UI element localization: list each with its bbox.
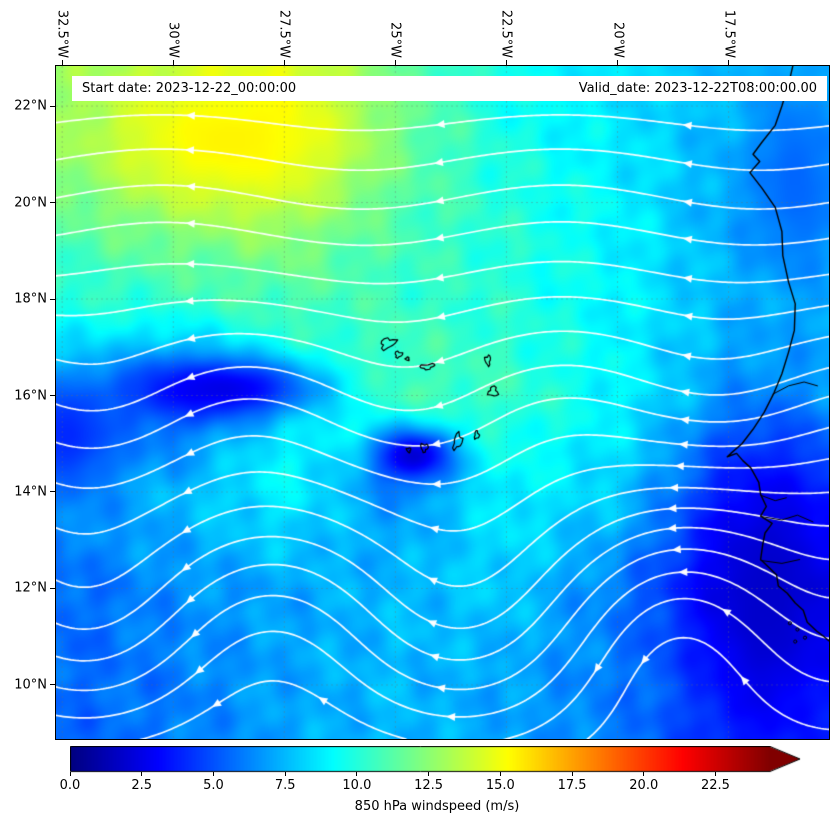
- x-tick-label: 22.5°W: [498, 9, 514, 59]
- x-tick-mark: [283, 60, 285, 65]
- colorbar-tick-label: 5.0: [203, 778, 224, 793]
- y-tick-mark: [50, 395, 55, 396]
- x-tick-label: 27.5°W: [276, 9, 292, 59]
- y-tick-mark: [50, 105, 55, 107]
- colorbar-tick-mark: [356, 772, 358, 776]
- colorbar-tick-label: 15.0: [485, 778, 515, 793]
- colorbar-tick-label: 22.5: [701, 778, 730, 793]
- colorbar-tick-mark: [69, 772, 71, 776]
- colorbar-tick-mark: [571, 772, 573, 776]
- windspeed-map-canvas: [56, 66, 829, 739]
- x-tick-mark: [394, 60, 396, 65]
- colorbar-tick-mark: [212, 772, 214, 776]
- colorbar-tick-mark: [643, 772, 645, 776]
- x-tick-label: 32.5°W: [54, 9, 70, 59]
- y-tick-label: 16°N: [14, 388, 47, 403]
- y-tick-mark: [50, 298, 55, 300]
- x-tick-mark: [728, 60, 730, 65]
- colorbar-tick-mark: [499, 772, 501, 776]
- y-tick-label: 22°N: [14, 98, 47, 114]
- y-tick-mark: [50, 587, 55, 589]
- y-tick-mark: [50, 202, 55, 204]
- y-tick-label: 18°N: [14, 291, 47, 307]
- x-tick-label: 30°W: [165, 22, 181, 58]
- colorbar-tick-label: 0.0: [59, 778, 81, 793]
- colorbar: [70, 746, 804, 773]
- colorbar-tick-mark: [284, 772, 286, 776]
- y-tick-label: 14°N: [14, 484, 47, 500]
- x-tick-label: 17.5°W: [721, 9, 737, 59]
- colorbar-tick-label: 17.5: [557, 778, 587, 793]
- x-tick-label: 20°W: [610, 22, 626, 58]
- x-tick-label: 25°W: [387, 22, 403, 58]
- colorbar-tick-label: 20.0: [629, 778, 659, 793]
- y-tick-label: 12°N: [14, 580, 47, 596]
- valid-date-text: Valid_date: 2023-12-22T08:00:00.00: [578, 81, 817, 96]
- colorbar-tick-mark: [428, 772, 430, 776]
- colorbar-tick-label: 2.5: [131, 778, 153, 793]
- x-tick-mark: [172, 60, 174, 65]
- x-tick-mark: [505, 60, 507, 65]
- colorbar-tick-mark: [714, 772, 716, 776]
- y-tick-mark: [50, 684, 55, 686]
- x-tick-mark: [617, 60, 619, 65]
- y-tick-label: 10°N: [14, 677, 47, 693]
- colorbar-tick-label: 10.0: [342, 778, 372, 793]
- y-tick-label: 20°N: [14, 195, 47, 211]
- colorbar-tick-mark: [141, 772, 143, 776]
- map-plot-area: Start date: 2023-12-22_00:00:00 Valid_da…: [55, 65, 830, 740]
- date-annotation-bar: Start date: 2023-12-22_00:00:00 Valid_da…: [72, 76, 827, 101]
- x-tick-mark: [61, 60, 63, 65]
- colorbar-tick-label: 12.5: [414, 778, 444, 793]
- colorbar-label: 850 hPa windspeed (m/s): [354, 799, 520, 814]
- colorbar-tick-label: 7.5: [274, 778, 296, 793]
- y-tick-mark: [50, 491, 55, 493]
- start-date-text: Start date: 2023-12-22_00:00:00: [82, 81, 297, 96]
